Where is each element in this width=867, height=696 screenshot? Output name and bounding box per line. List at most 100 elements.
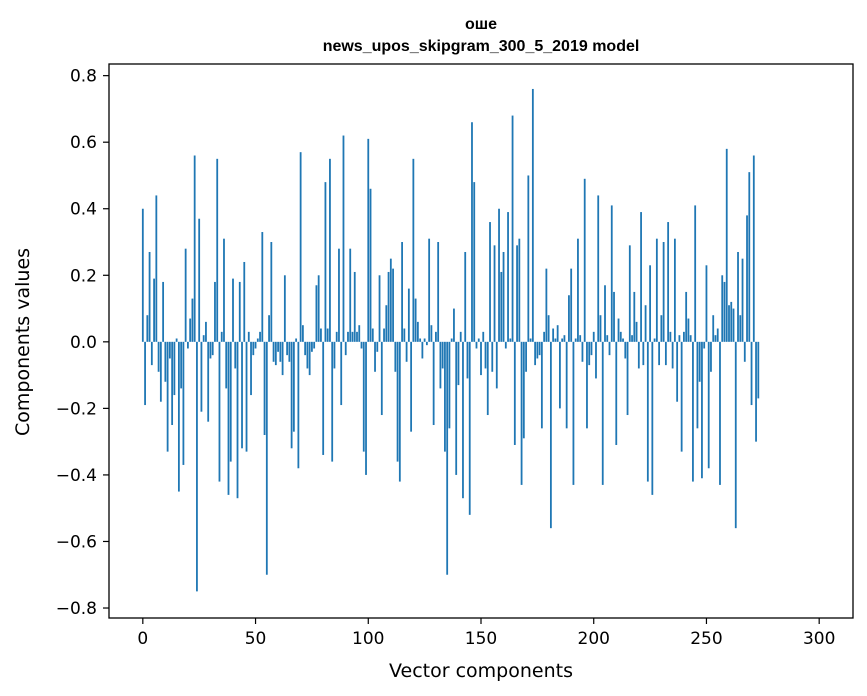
- bar-component-138: [453, 308, 455, 342]
- bar-component-7: [157, 341, 160, 372]
- bar-component-253: [712, 315, 715, 342]
- bar-component-118: [407, 288, 410, 342]
- bar-component-238: [678, 335, 681, 342]
- bar-component-162: [507, 212, 509, 342]
- bar-component-44: [241, 341, 243, 449]
- bar-component-114: [398, 341, 401, 482]
- bar-component-98: [362, 341, 365, 452]
- bar-component-85: [333, 341, 336, 369]
- bar-component-57: [270, 242, 273, 342]
- bar-component-182: [552, 328, 555, 342]
- bar-component-195: [581, 341, 584, 362]
- bar-component-9: [162, 281, 165, 342]
- bar-series: [141, 88, 760, 592]
- bar-component-273: [757, 341, 760, 399]
- bar-component-237: [676, 341, 679, 402]
- bar-component-20: [187, 341, 189, 349]
- bar-component-109: [387, 271, 390, 342]
- bar-component-122: [416, 321, 419, 342]
- bar-component-212: [619, 331, 622, 342]
- bar-component-48: [250, 341, 252, 396]
- bar-component-234: [669, 331, 672, 342]
- bar-component-135: [446, 341, 449, 575]
- bar-component-193: [577, 238, 579, 342]
- bar-component-132: [439, 341, 442, 389]
- bar-component-169: [522, 341, 525, 439]
- bar-component-141: [459, 331, 462, 342]
- bar-component-251: [707, 341, 710, 469]
- bar-component-134: [444, 341, 446, 452]
- bar-component-51: [256, 338, 259, 342]
- bar-component-123: [419, 338, 422, 342]
- bar-component-224: [646, 341, 649, 482]
- bar-component-148: [475, 341, 478, 349]
- bar-component-26: [200, 341, 203, 412]
- bar-component-69: [297, 341, 300, 469]
- bar-component-29: [207, 341, 210, 422]
- bar-component-246: [696, 341, 699, 429]
- bar-component-194: [579, 335, 582, 342]
- bar-component-189: [568, 295, 570, 342]
- bar-component-173: [531, 88, 534, 342]
- bar-component-24: [196, 341, 198, 592]
- bar-component-93: [351, 331, 354, 342]
- bar-component-27: [202, 335, 205, 342]
- bar-component-106: [380, 341, 383, 416]
- y-tick-label: 0.8: [70, 67, 97, 87]
- bar-component-211: [617, 318, 620, 342]
- bar-component-161: [504, 341, 507, 349]
- bar-component-217: [631, 335, 633, 342]
- bar-component-256: [719, 341, 721, 485]
- bar-component-247: [698, 341, 701, 382]
- bar-component-64: [286, 341, 289, 356]
- bar-component-187: [563, 335, 566, 342]
- bar-component-104: [376, 341, 379, 352]
- bar-component-70: [299, 152, 302, 342]
- bar-component-121: [414, 298, 417, 342]
- bar-component-103: [374, 341, 376, 372]
- bar-component-181: [549, 341, 552, 529]
- bar-component-59: [274, 341, 277, 366]
- bar-component-159: [500, 271, 503, 342]
- bar-component-233: [667, 222, 670, 342]
- bar-component-33: [216, 158, 219, 342]
- bar-component-55: [265, 341, 268, 575]
- bar-component-149: [477, 338, 480, 342]
- y-tick-label: 0.6: [70, 133, 97, 153]
- bar-component-53: [261, 232, 264, 342]
- bar-component-144: [466, 341, 469, 379]
- bar-component-223: [644, 305, 647, 342]
- bar-component-175: [536, 341, 539, 359]
- bar-component-46: [245, 341, 248, 452]
- bar-component-56: [268, 315, 270, 342]
- bar-component-178: [543, 331, 546, 342]
- bar-component-228: [655, 238, 658, 342]
- x-tick-label: 200: [578, 629, 610, 649]
- bar-component-88: [340, 341, 343, 406]
- bar-component-90: [344, 341, 347, 356]
- bar-component-83: [329, 158, 331, 342]
- bar-component-153: [486, 341, 489, 416]
- bar-component-117: [405, 341, 408, 362]
- bar-component-92: [349, 248, 352, 342]
- bar-component-65: [288, 341, 291, 362]
- y-axis-ticks: 0.8 0.6 0.4 0.2 0.0 −0.2 −0.4 −0.6 −0.8: [56, 67, 109, 619]
- bar-component-249: [703, 341, 706, 349]
- bar-component-266: [741, 258, 744, 342]
- bar-component-265: [739, 315, 742, 342]
- bar-component-84: [331, 341, 334, 462]
- bar-component-142: [462, 341, 464, 499]
- bar-component-200: [592, 331, 595, 342]
- bar-component-107: [383, 328, 385, 342]
- bar-component-6: [155, 195, 158, 342]
- bar-component-35: [220, 331, 223, 342]
- bar-component-264: [737, 251, 739, 342]
- bar-component-74: [308, 341, 311, 376]
- bar-component-171: [527, 175, 530, 342]
- bar-component-185: [559, 341, 561, 409]
- bar-component-23: [193, 155, 196, 342]
- bar-component-42: [236, 341, 239, 499]
- bar-component-4: [150, 341, 153, 366]
- bar-component-205: [604, 285, 606, 342]
- plot-area-frame: [108, 63, 854, 619]
